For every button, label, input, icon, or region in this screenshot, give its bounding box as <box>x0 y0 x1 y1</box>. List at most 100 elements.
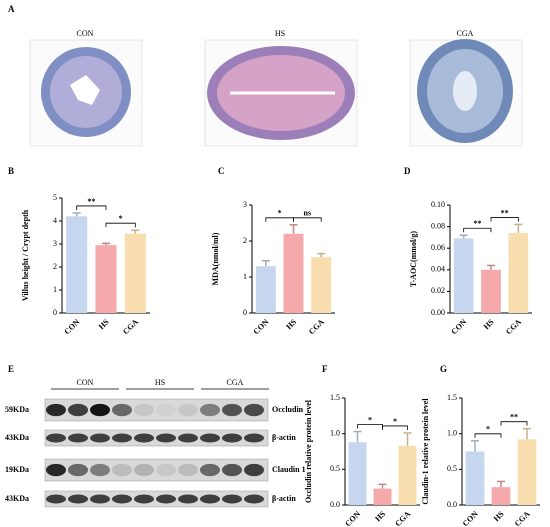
y-tick-label: 4 <box>53 216 57 225</box>
blot-band <box>178 463 198 477</box>
y-axis-label: MDA(nmol/ml) <box>211 232 220 285</box>
blot-band <box>46 403 66 417</box>
y-tick-label: 0.5 <box>447 464 457 473</box>
x-tick-label: CON <box>343 509 362 527</box>
blot-band <box>178 433 198 443</box>
y-tick-label: 1 <box>53 285 57 294</box>
protein-label: β-actin <box>272 494 296 503</box>
significance-bracket <box>474 433 502 438</box>
y-tick-label: 0.06 <box>431 243 445 252</box>
blot-band <box>200 433 220 443</box>
blot-band <box>244 494 264 504</box>
group-label: CGA <box>227 378 244 387</box>
blot-band <box>156 403 176 417</box>
blot-band <box>134 463 154 477</box>
significance-bracket <box>382 425 408 430</box>
significance-label: ** <box>501 208 509 217</box>
bar <box>465 451 485 505</box>
blot-band <box>200 463 220 477</box>
x-tick-label: HS <box>492 509 506 523</box>
image-label: HS <box>275 29 285 38</box>
significance-label: ** <box>87 197 95 206</box>
error-bar <box>459 234 468 239</box>
error-bar <box>514 223 523 234</box>
y-tick-label: 0.02 <box>431 286 445 295</box>
x-tick-label: HS <box>97 317 111 331</box>
group-label: CON <box>77 378 94 387</box>
significance-bracket <box>293 217 322 222</box>
blot-band <box>68 403 88 417</box>
significance-bracket <box>463 227 492 233</box>
x-tick-label: CON <box>449 317 468 336</box>
y-axis-label: Claudin-1 relative protein level <box>421 398 430 505</box>
y-tick-label: 0.08 <box>431 221 445 230</box>
y-tick-label: 0.10 <box>431 200 445 209</box>
y-tick-label: 2 <box>243 236 247 245</box>
y-tick-label: 3 <box>53 239 57 248</box>
x-tick-label: HS <box>482 317 496 331</box>
y-tick-label: 0.04 <box>431 265 445 274</box>
y-tick-label: 0 <box>243 308 247 317</box>
y-tick-label: 0.0 <box>447 500 457 509</box>
protein-label: β-actin <box>272 433 296 442</box>
blot-band <box>156 494 176 504</box>
panel-label: G <box>440 364 447 374</box>
blot-band <box>90 463 110 477</box>
blot-band <box>90 494 110 504</box>
x-tick-label: CGA <box>307 317 326 336</box>
error-bar <box>289 224 298 234</box>
y-tick-label: 0 <box>53 308 57 317</box>
panel-label: C <box>218 166 225 176</box>
bar <box>491 487 511 505</box>
error-bar <box>378 483 387 489</box>
marker-size: 43KDa <box>5 494 29 503</box>
blot-band <box>112 463 132 477</box>
blot-band <box>112 433 132 443</box>
bar <box>398 445 417 505</box>
error-bar <box>487 264 495 270</box>
blot-band <box>112 403 132 417</box>
error-bar <box>102 242 110 246</box>
significance-label: * <box>119 214 123 223</box>
panel-label: E <box>8 364 14 374</box>
blot-band <box>90 403 110 417</box>
x-tick-label: CGA <box>393 509 412 527</box>
panel-label: D <box>404 166 411 176</box>
blot-band <box>46 433 66 443</box>
error-bar <box>403 432 412 446</box>
significance-label: ** <box>473 219 481 228</box>
y-tick-label: 0.5 <box>330 464 340 473</box>
blot-band <box>134 403 154 417</box>
error-bar <box>131 229 140 234</box>
marker-size: 43KDa <box>5 433 29 442</box>
significance-label: ** <box>510 413 518 422</box>
x-tick-label: CGA <box>504 317 523 336</box>
error-bar <box>523 427 531 440</box>
bar <box>373 488 392 505</box>
x-tick-label: HS <box>373 509 387 523</box>
marker-size: 19KDa <box>5 465 29 474</box>
y-tick-label: 1.0 <box>330 428 340 437</box>
bar <box>508 233 529 313</box>
blot-band <box>156 463 176 477</box>
y-tick-label: 1.5 <box>447 393 457 402</box>
bar <box>255 266 276 313</box>
significance-bracket <box>500 421 528 426</box>
significance-bracket <box>105 222 136 228</box>
significance-bracket <box>265 217 294 222</box>
y-tick-label: 3 <box>243 200 247 209</box>
y-axis-label: T-AOC(mmol/g) <box>409 231 418 287</box>
x-tick-label: CON <box>62 317 81 336</box>
bar <box>517 439 537 505</box>
x-tick-label: CON <box>252 317 271 336</box>
x-tick-label: HS <box>284 317 298 331</box>
significance-label: * <box>486 425 490 434</box>
y-tick-label: 1.5 <box>330 393 340 402</box>
significance-bracket <box>76 205 107 210</box>
panel-label: B <box>8 166 14 176</box>
error-bar <box>72 212 81 217</box>
significance-bracket <box>357 424 383 429</box>
blot-band <box>68 463 88 477</box>
bar <box>95 245 117 313</box>
